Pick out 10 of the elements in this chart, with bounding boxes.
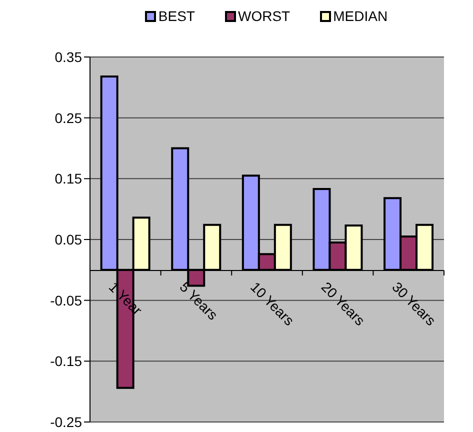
legend-label: BEST bbox=[157, 8, 195, 24]
legend-label: MEDIAN bbox=[332, 8, 388, 24]
y-tick-label: 0.35 bbox=[54, 48, 82, 65]
y-tick-label: 0.05 bbox=[54, 231, 82, 248]
y-tick-label: -0.05 bbox=[50, 292, 82, 308]
y-tick-label: -0.25 bbox=[50, 414, 82, 430]
y-tick-label: 0.25 bbox=[54, 110, 82, 126]
legend-label: WORST bbox=[237, 8, 290, 24]
y-tick-label: -0.15 bbox=[50, 353, 82, 370]
y-tick-label: 0.15 bbox=[54, 170, 82, 187]
